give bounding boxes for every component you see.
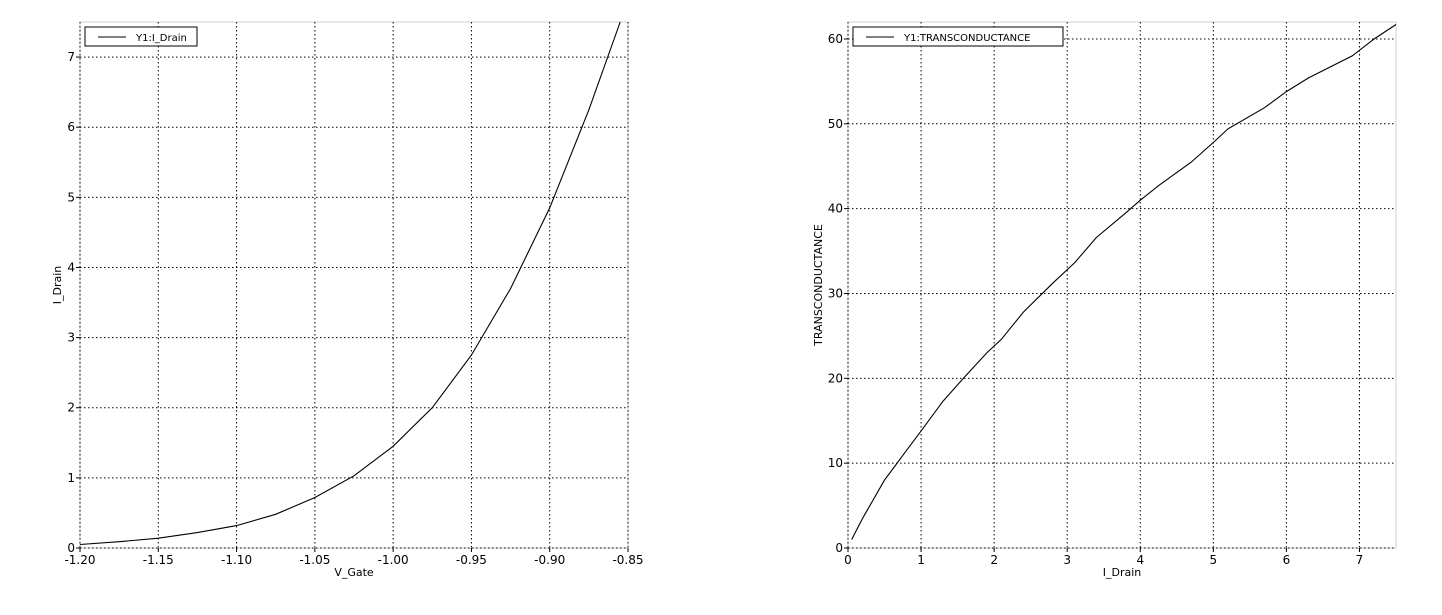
x-axis-label: V_Gate: [334, 566, 374, 579]
y-tick-label: 50: [828, 117, 843, 131]
series-line: [79, 21, 621, 546]
x-tick-label: -0.85: [612, 553, 643, 567]
x-axis-label: I_Drain: [1103, 566, 1142, 579]
chart-1: -1.20 -1.15 -1.10 -1.05 -1.00 -0.95 -0.90 -0.85…: [51, 21, 644, 579]
y-tick-label: 4: [67, 260, 75, 274]
x-tick-label: -1.05: [299, 553, 330, 567]
x-tick-label: 2: [990, 553, 998, 567]
y-tick-label: 1: [67, 471, 75, 485]
legend-label: Y1:TRANSCONDUCTANCE: [903, 33, 1030, 44]
x-tick-label: -1.20: [64, 553, 95, 567]
y-tick-label: 30: [828, 286, 843, 300]
y-tick-label: 5: [67, 190, 75, 204]
legend-box: [84, 26, 198, 47]
x-tick-label: -1.10: [221, 553, 252, 567]
y-tick-label: 3: [67, 331, 75, 345]
x-tick-label: 4: [1136, 553, 1144, 567]
y-axis-label: I_Drain: [51, 266, 64, 305]
x-tick-label: 6: [1283, 553, 1291, 567]
plot-frame: [847, 21, 1397, 549]
x-tick-label: -1.15: [143, 553, 174, 567]
x-tick-label: 7: [1356, 553, 1364, 567]
x-tick-label: 0: [844, 553, 852, 567]
y-tick-label: 0: [67, 541, 75, 555]
x-tick-label: -1.00: [378, 553, 409, 567]
y-tick-label: 6: [67, 120, 75, 134]
y-tick-label: 0: [835, 541, 843, 555]
y-tick-label: 20: [828, 371, 843, 385]
x-tick-label: -0.90: [534, 553, 565, 567]
legend: Y1:I_Drain: [84, 26, 198, 47]
x-tick-label: 1: [917, 553, 925, 567]
legend: Y1:TRANSCONDUCTANCE: [852, 26, 1064, 47]
y-axis-label: TRANSCONDUCTANCE: [812, 224, 825, 347]
y-tick-label: 7: [67, 50, 75, 64]
y-tick-label: 10: [828, 456, 843, 470]
legend-label: Y1:I_Drain: [135, 33, 187, 44]
x-tick-label: 3: [1063, 553, 1071, 567]
x-tick-label: 5: [1210, 553, 1218, 567]
x-tick-label: -0.95: [456, 553, 487, 567]
y-tick-label: 40: [828, 202, 843, 216]
chart-2: 0 1 2 3 4 5 6 7 0 10 20 30 40 50 60 I_Drain TRANSCONDUCT…: [812, 21, 1397, 579]
series-line: [851, 24, 1397, 540]
y-tick-label: 60: [828, 32, 843, 46]
y-tick-label: 2: [67, 401, 75, 415]
plot-frame: [79, 21, 629, 549]
legend-box: [852, 26, 1064, 47]
